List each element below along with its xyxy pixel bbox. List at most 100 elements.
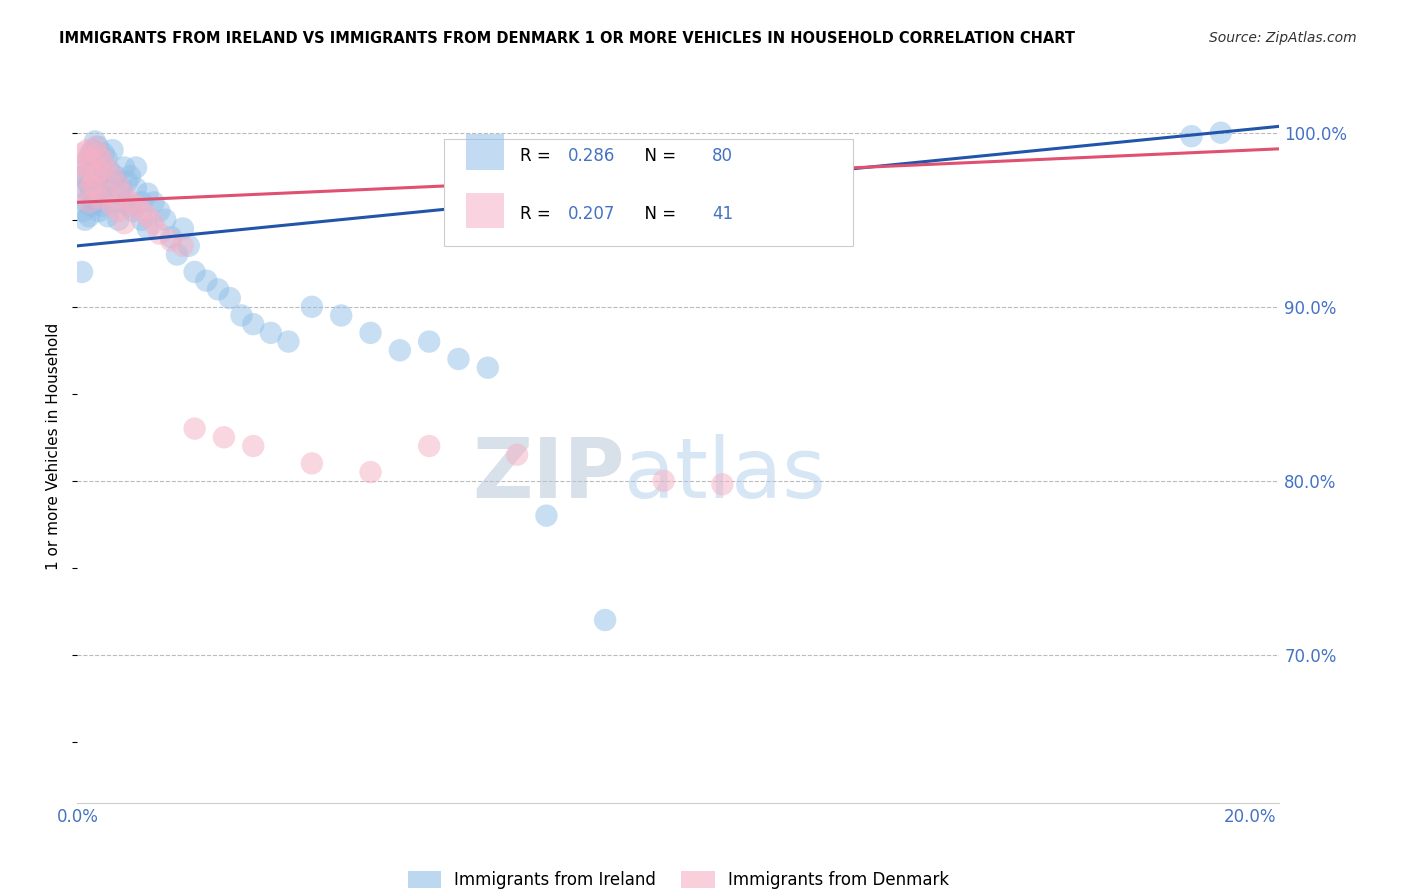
Point (70, 265, 93, 279)
Point (231, 309, 253, 323)
Point (1209, 126, 1232, 140)
Point (72, 204, 94, 219)
FancyBboxPatch shape (465, 134, 505, 169)
Point (84, 152, 107, 166)
Point (101, 199, 124, 213)
Point (87, 204, 110, 219)
Point (242, 317, 264, 331)
Point (75, 186, 97, 201)
Text: ZIP: ZIP (472, 434, 624, 515)
Point (101, 143, 124, 157)
Point (177, 239, 200, 253)
Point (93, 146, 115, 161)
Point (148, 227, 170, 241)
Point (96, 186, 118, 201)
Point (91, 169, 114, 184)
Point (90, 164, 112, 178)
Point (87, 174, 110, 188)
Point (87, 146, 110, 161)
Point (72, 169, 94, 184)
Point (75, 195, 97, 210)
Point (120, 199, 142, 213)
Text: R =: R = (520, 146, 555, 164)
Text: R =: R = (520, 205, 555, 223)
Point (91, 199, 114, 213)
Point (90, 186, 112, 201)
Point (107, 178, 129, 192)
Point (96, 161, 118, 175)
FancyBboxPatch shape (444, 139, 852, 246)
Point (155, 212, 177, 227)
Point (172, 239, 194, 253)
Text: 0.207: 0.207 (568, 205, 616, 223)
Point (93, 178, 115, 192)
Point (131, 212, 153, 227)
Point (77, 209, 100, 223)
Point (477, 360, 499, 375)
Point (107, 186, 129, 201)
Point (142, 216, 165, 230)
Point (166, 247, 188, 261)
Point (212, 430, 235, 444)
Point (388, 343, 411, 358)
Point (101, 174, 124, 188)
Text: Source: ZipAtlas.com: Source: ZipAtlas.com (1209, 31, 1357, 45)
Point (160, 230, 183, 244)
Point (110, 181, 132, 195)
Point (131, 204, 153, 219)
Point (301, 457, 323, 471)
Text: atlas: atlas (624, 434, 827, 515)
Point (242, 439, 264, 453)
Point (77, 152, 100, 166)
Point (160, 234, 183, 248)
Point (112, 195, 135, 210)
Point (536, 508, 558, 523)
Point (360, 326, 382, 340)
Point (506, 448, 529, 462)
Y-axis label: 1 or more Vehicles in Household: 1 or more Vehicles in Household (46, 322, 62, 570)
Point (142, 195, 165, 210)
Point (195, 274, 218, 288)
FancyBboxPatch shape (465, 193, 505, 228)
Point (82, 143, 104, 157)
Point (84, 135, 107, 149)
Text: IMMIGRANTS FROM IRELAND VS IMMIGRANTS FROM DENMARK 1 OR MORE VEHICLES IN HOUSEHO: IMMIGRANTS FROM IRELAND VS IMMIGRANTS FR… (59, 31, 1076, 46)
Point (125, 199, 148, 213)
Point (76, 143, 98, 157)
Point (418, 439, 440, 453)
Point (107, 204, 129, 219)
Text: N =: N = (634, 205, 682, 223)
Point (136, 186, 159, 201)
Point (418, 334, 440, 349)
Point (652, 474, 675, 488)
Text: 41: 41 (711, 205, 733, 223)
Point (84, 195, 107, 210)
Point (77, 164, 100, 178)
Point (104, 169, 127, 184)
Point (86, 181, 108, 195)
Point (84, 139, 107, 153)
Point (80, 199, 103, 213)
Point (120, 195, 142, 210)
Point (277, 334, 299, 349)
Point (115, 174, 138, 188)
Point (84, 169, 107, 184)
Point (107, 212, 129, 227)
Point (207, 282, 229, 296)
Point (73, 212, 96, 227)
Point (136, 209, 159, 223)
Text: 0.286: 0.286 (568, 146, 616, 164)
Point (98, 164, 121, 178)
Point (84, 181, 107, 195)
Text: 80: 80 (711, 146, 733, 164)
Point (218, 291, 240, 305)
Point (96, 181, 118, 195)
Point (73, 181, 96, 195)
Point (73, 157, 96, 171)
Point (330, 309, 353, 323)
Point (260, 326, 283, 340)
Point (75, 161, 97, 175)
Point (101, 169, 124, 184)
Text: N =: N = (634, 146, 682, 164)
Point (103, 195, 125, 210)
